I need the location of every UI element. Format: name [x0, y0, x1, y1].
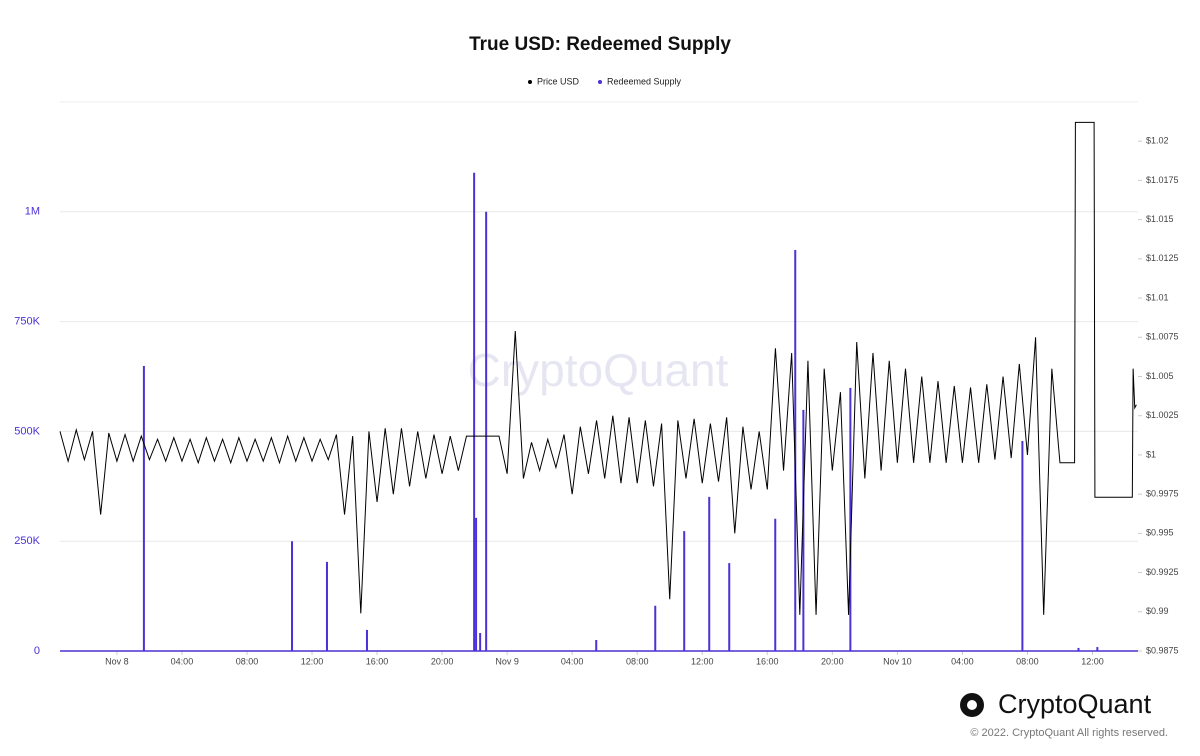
footer-logo: CryptoQuant: [960, 689, 1152, 719]
y2-tick-label: $1.005: [1146, 371, 1174, 381]
legend-label: Redeemed Supply: [607, 76, 682, 86]
price-line: [59, 121, 1137, 615]
y2-tick-label: $1: [1146, 449, 1156, 459]
y2-tick-label: $1.0125: [1146, 253, 1179, 263]
y2-tick-label: $0.995: [1146, 528, 1174, 538]
y2-tick-label: $1.0175: [1146, 175, 1179, 185]
y-tick-label: 500K: [14, 425, 40, 437]
x-tick-label: Nov 9: [495, 656, 519, 666]
y-tick-label: 750K: [14, 316, 40, 328]
legend-marker: [528, 80, 532, 84]
x-tick-label: 12:00: [1081, 656, 1104, 666]
y-tick-label: 250K: [14, 535, 40, 547]
y2-tick-label: $0.9875: [1146, 645, 1179, 655]
y2-tick-label: $0.9975: [1146, 489, 1179, 499]
x-tick-label: 08:00: [236, 656, 259, 666]
y-tick-label: 1M: [25, 206, 40, 218]
y2-tick-label: $1.015: [1146, 214, 1174, 224]
y2-tick-label: $1.01: [1146, 292, 1169, 302]
x-tick-label: 08:00: [1016, 656, 1039, 666]
legend-marker: [598, 80, 602, 84]
y2-tick-label: $1.0075: [1146, 332, 1179, 342]
x-tick-label: Nov 8: [105, 656, 129, 666]
y2-tick-label: $1.0025: [1146, 410, 1179, 420]
legend-label: Price USD: [537, 76, 580, 86]
x-tick-label: 04:00: [951, 656, 974, 666]
y2-tick-label: $0.99: [1146, 606, 1169, 616]
copyright: © 2022. CryptoQuant All rights reserved.: [970, 727, 1168, 739]
logo-icon-hole: [967, 700, 977, 710]
watermark: CryptoQuant: [468, 344, 729, 396]
x-tick-label: 20:00: [431, 656, 454, 666]
x-tick-label: 16:00: [366, 656, 389, 666]
x-tick-label: 16:00: [756, 656, 779, 666]
x-tick-label: 04:00: [171, 656, 194, 666]
y2-tick-label: $1.02: [1146, 136, 1169, 146]
x-tick-label: 12:00: [301, 656, 324, 666]
y2-tick-label: $0.9925: [1146, 567, 1179, 577]
logo-text: CryptoQuant: [998, 689, 1152, 719]
x-tick-label: 20:00: [821, 656, 844, 666]
x-tick-label: 08:00: [626, 656, 649, 666]
y-tick-label: 0: [34, 645, 40, 657]
x-tick-label: 04:00: [561, 656, 584, 666]
chart-title: True USD: Redeemed Supply: [469, 34, 731, 55]
x-tick-label: Nov 10: [883, 656, 912, 666]
x-tick-label: 12:00: [691, 656, 714, 666]
